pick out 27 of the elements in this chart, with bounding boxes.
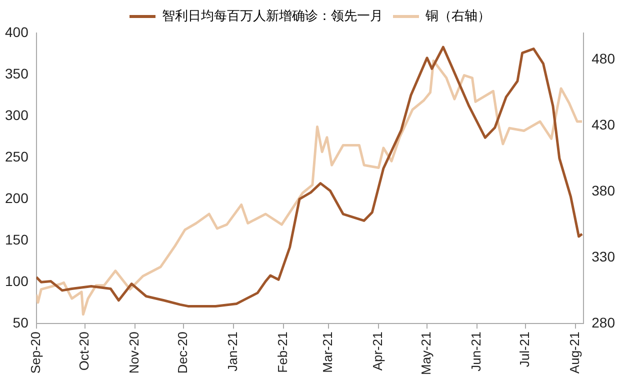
x-tick-label: May-21 [418,332,434,376]
x-tick-label: Nov-20 [126,332,142,374]
legend-label: 智利日均每百万人新增确诊：领先一月 [162,8,383,24]
x-tick-label: Jan-21 [224,332,240,372]
y-tick-label: 250 [5,148,29,164]
y2-tick-label: 380 [592,182,616,198]
x-tick-label: Oct-20 [76,332,92,371]
x-tick-label: Jun-21 [468,332,484,372]
y2-tick-label: 280 [592,314,616,331]
y2-tick-label: 430 [592,116,616,132]
x-tick-label: Mar-21 [320,332,336,373]
x-tick-label: Aug-21 [567,332,582,374]
x-tick-label: Dec-20 [174,332,190,374]
x-tick-label: Jul-21 [517,332,532,368]
y-tick-label: 400 [5,24,29,40]
y-tick-label: 50 [12,314,29,331]
x-tick-label: Feb-21 [274,332,290,373]
y-tick-label: 350 [5,65,29,82]
legend-label: 铜（右轴） [424,8,490,24]
y-tick-label: 100 [5,272,29,289]
y-tick-label: 300 [5,106,29,123]
y-tick-label: 150 [5,231,29,248]
y2-tick-label: 330 [592,248,616,264]
y2-tick-label: 480 [592,50,616,66]
x-tick-label: Apr-21 [370,332,386,371]
x-tick-label: Sep-20 [28,332,43,374]
y-tick-label: 200 [5,190,29,206]
